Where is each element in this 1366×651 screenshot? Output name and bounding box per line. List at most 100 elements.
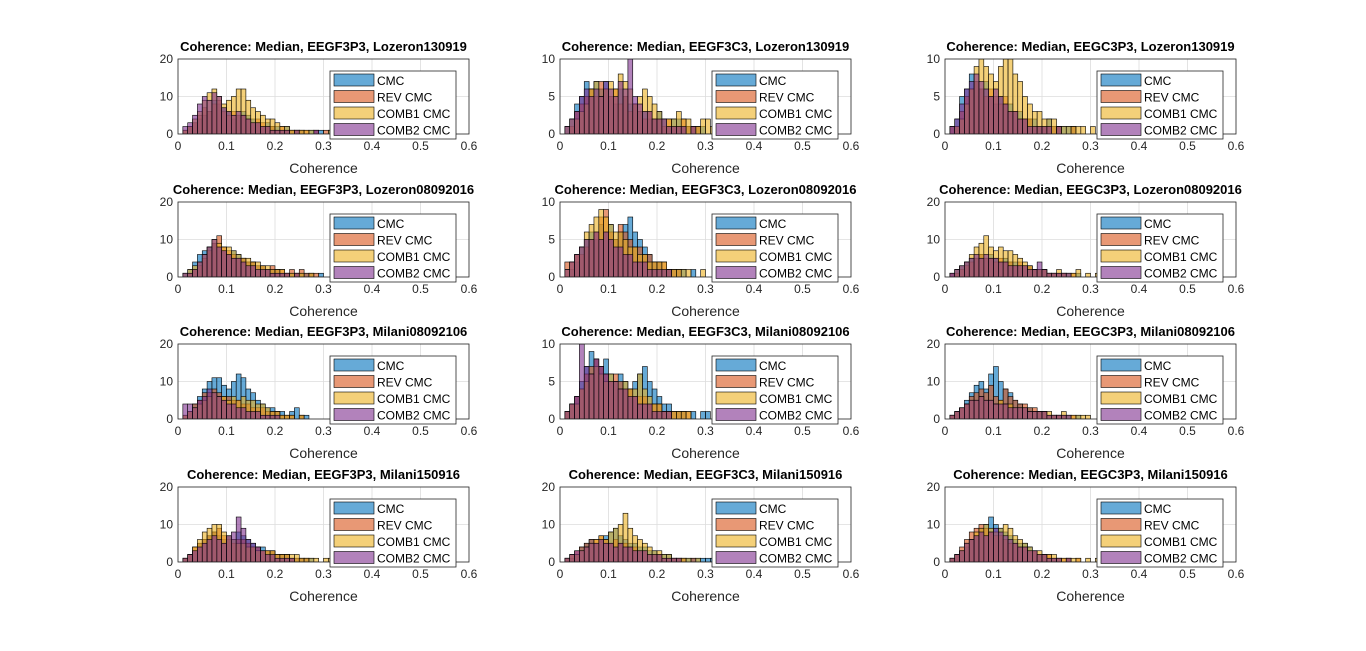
bar — [1017, 265, 1023, 277]
legend-label: COMB1 CMC — [377, 535, 451, 549]
x-tick-label: 0.2 — [649, 567, 666, 581]
bar — [998, 96, 1004, 134]
bar — [690, 411, 697, 419]
x-tick-label: 0 — [175, 424, 182, 438]
legend: CMC REV CMC COMB1 CMC COMB2 CMC — [1096, 70, 1224, 140]
x-tick-label: 0.1 — [985, 282, 1002, 296]
y-tick-label: 10 — [542, 52, 556, 66]
x-tick-label: 0.4 — [364, 282, 381, 296]
bar — [988, 257, 994, 277]
bar — [269, 129, 276, 134]
x-tick-label: 0.1 — [218, 567, 235, 581]
bar — [240, 527, 247, 562]
bar — [632, 396, 638, 419]
bar — [651, 411, 658, 419]
bar — [622, 88, 629, 134]
legend-swatch — [1100, 90, 1142, 103]
y-tick-label: 10 — [927, 518, 941, 532]
bar — [700, 118, 706, 134]
bars — [564, 344, 711, 419]
legend: CMC REV CMC COMB1 CMC COMB2 CMC — [1096, 355, 1224, 425]
bar — [666, 126, 672, 134]
bar — [978, 531, 985, 562]
bar — [1061, 126, 1067, 134]
bar — [973, 535, 980, 562]
bar — [998, 531, 1004, 562]
bar — [949, 414, 955, 419]
x-tick-label: 0.4 — [1131, 567, 1148, 581]
subplot: 0 0.1 0.2 0.3 0.4 0.5 0.6 0 10 20 Coherence: Media… — [160, 467, 478, 604]
bar — [216, 246, 222, 277]
bar — [603, 231, 609, 277]
bar — [201, 96, 208, 134]
axes-box — [944, 486, 1237, 563]
bar — [211, 535, 218, 562]
legend-label: COMB2 CMC — [759, 409, 833, 423]
bar — [1090, 126, 1096, 134]
legend-label: REV CMC — [1144, 91, 1200, 105]
bar — [231, 114, 237, 134]
axes-box — [559, 343, 852, 420]
legend-swatch — [715, 534, 757, 548]
bar — [695, 557, 701, 562]
bar — [1041, 411, 1048, 419]
bar — [206, 99, 213, 134]
bar — [1075, 414, 1082, 419]
bar — [235, 111, 242, 134]
x-tick-label: 0.3 — [315, 139, 332, 153]
x-tick-label: 0.4 — [364, 139, 381, 153]
bar — [1070, 414, 1077, 419]
bar — [1036, 411, 1043, 419]
bar — [1046, 126, 1052, 134]
bar — [1075, 269, 1082, 277]
bar — [949, 126, 955, 134]
legend-swatch — [333, 375, 375, 388]
bar — [564, 557, 570, 562]
bar — [298, 272, 305, 277]
chart-title: Coherence: Median, EEGF3P3, Lozeron13091… — [180, 39, 467, 54]
legend-swatch — [1100, 358, 1142, 372]
bar — [284, 557, 290, 562]
bars — [564, 209, 706, 277]
x-tick-label: 0.2 — [267, 424, 284, 438]
bar — [661, 411, 667, 419]
bar — [250, 411, 256, 419]
legend-swatch — [333, 551, 375, 564]
x-tick-label: 0.1 — [985, 567, 1002, 581]
legend-label: CMC — [759, 502, 787, 516]
bar — [978, 396, 985, 419]
bar — [603, 542, 609, 562]
legend: CMC REV CMC COMB1 CMC COMB2 CMC — [329, 213, 457, 283]
bar — [637, 103, 643, 134]
bar — [651, 269, 658, 277]
bar — [680, 269, 687, 277]
bar — [646, 554, 653, 562]
legend-label: CMC — [377, 217, 405, 231]
bar — [274, 272, 281, 277]
bar — [182, 403, 189, 419]
bar — [182, 272, 189, 277]
bar — [192, 114, 198, 134]
bar — [617, 81, 624, 134]
x-tick-label: 0.5 — [1179, 424, 1196, 438]
bar — [187, 403, 193, 419]
bar — [1007, 265, 1014, 277]
bar — [1051, 414, 1057, 419]
bar — [1012, 542, 1019, 562]
chart-title: Coherence: Median, EEGF3C3, Lozeron13091… — [562, 39, 850, 54]
legend-label: COMB1 CMC — [759, 107, 833, 121]
bar — [255, 546, 261, 562]
legend-swatch — [1100, 501, 1142, 515]
bar — [656, 411, 663, 419]
bar — [579, 246, 585, 277]
axes-box — [177, 58, 470, 135]
x-tick-label: 0.6 — [1228, 282, 1245, 296]
x-axis-label: Coherence — [671, 303, 740, 319]
bar — [1002, 261, 1009, 277]
x-axis-label: Coherence — [289, 588, 358, 604]
legend-label: REV CMC — [377, 234, 433, 248]
x-tick-label: 0.5 — [1179, 282, 1196, 296]
y-tick-label: 10 — [160, 233, 174, 247]
bar — [1061, 272, 1067, 277]
bar — [695, 126, 701, 134]
